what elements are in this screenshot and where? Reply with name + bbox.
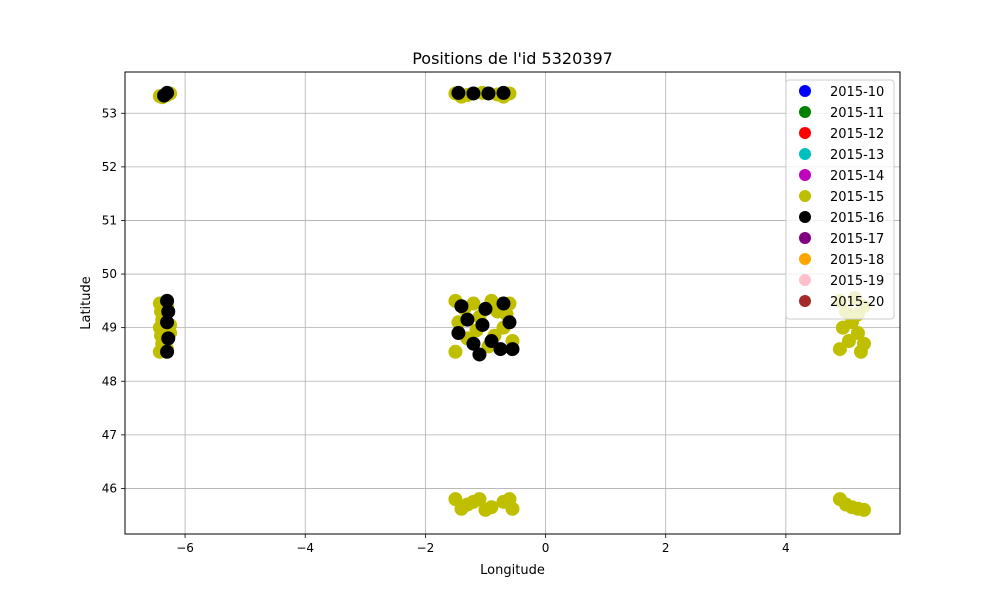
data-point-2015-16 [475,317,490,332]
legend-label: 2015-18 [830,253,884,268]
data-point-2015-16 [157,88,172,103]
plot-frame [124,71,901,535]
x-tick-label: −2 [417,541,435,555]
legend-marker [799,85,811,97]
x-tick-label: 4 [782,541,790,555]
data-point-2015-15 [841,334,856,349]
legend-label: 2015-10 [830,85,884,100]
data-point-2015-16 [496,296,511,311]
data-point-2015-15 [856,502,871,517]
data-point-2015-16 [466,336,481,351]
x-tick-label: −6 [176,541,194,555]
data-point-2015-15 [502,492,517,507]
legend-marker [799,127,811,139]
data-point-2015-16 [460,312,475,327]
y-tick-label: 49 [102,321,117,335]
legend-label: 2015-11 [830,106,884,121]
data-point-2015-15 [832,342,847,357]
legend-label: 2015-19 [830,274,884,289]
data-point-2015-15 [478,502,493,517]
chart-title: Positions de l'id 5320397 [412,49,613,68]
data-point-2015-16 [481,86,496,101]
x-tick-label: 2 [662,541,670,555]
data-point-2015-16 [451,326,466,341]
data-point-2015-15 [466,494,481,509]
data-point-2015-15 [850,326,865,341]
legend-marker [799,232,811,244]
legend-label: 2015-17 [830,232,884,247]
data-point-2015-16 [484,334,499,349]
data-point-2015-16 [505,342,520,357]
axis-ticks: −6 −4 −2 0 2 4 46 47 48 49 50 51 52 53 [102,106,790,555]
x-axis-label: Longitude [480,563,545,578]
legend: 2015-10 2015-11 2015-12 2015-13 2015-14 2015-… [785,79,895,320]
y-axis-label: Latitude [79,276,94,330]
x-tick-label: 0 [542,541,550,555]
data-point-2015-15 [448,344,463,359]
data-point-2015-16 [496,85,511,100]
data-point-2015-16 [502,315,517,330]
legend-marker [799,190,811,202]
y-tick-label: 51 [102,213,117,227]
data-point-2015-15 [835,320,850,335]
y-tick-label: 48 [102,374,117,388]
legend-box [785,79,895,320]
legend-marker [799,148,811,160]
data-point-2015-16 [161,331,176,346]
data-point-2015-16 [451,85,466,100]
legend-label: 2015-20 [830,295,884,310]
data-point-2015-16 [454,299,469,314]
legend-label: 2015-12 [830,127,884,142]
data-point-2015-16 [161,304,176,319]
legend-marker [799,253,811,265]
data-point-2015-15 [853,344,868,359]
data-point-2015-15 [454,501,469,516]
y-tick-label: 53 [102,106,117,120]
x-tick-label: −4 [296,541,314,555]
legend-label: 2015-13 [830,148,884,163]
data-point-2015-16 [493,342,508,357]
data-point-2015-16 [160,293,175,308]
data-points [152,85,871,517]
legend-marker [799,274,811,286]
legend-label: 2015-15 [830,190,884,205]
y-tick-label: 52 [102,160,117,174]
data-point-2015-16 [160,344,175,359]
y-tick-label: 47 [102,428,117,442]
data-point-2015-16 [160,315,175,330]
data-point-2015-16 [472,347,487,362]
data-point-2015-16 [466,86,481,101]
legend-marker [799,211,811,223]
legend-marker [799,295,811,307]
data-point-2015-16 [478,301,493,316]
legend-label: 2015-14 [830,169,884,184]
y-tick-label: 50 [102,267,117,281]
legend-marker [799,169,811,181]
legend-marker [799,106,811,118]
y-tick-label: 46 [102,481,117,495]
legend-label: 2015-16 [830,211,884,226]
